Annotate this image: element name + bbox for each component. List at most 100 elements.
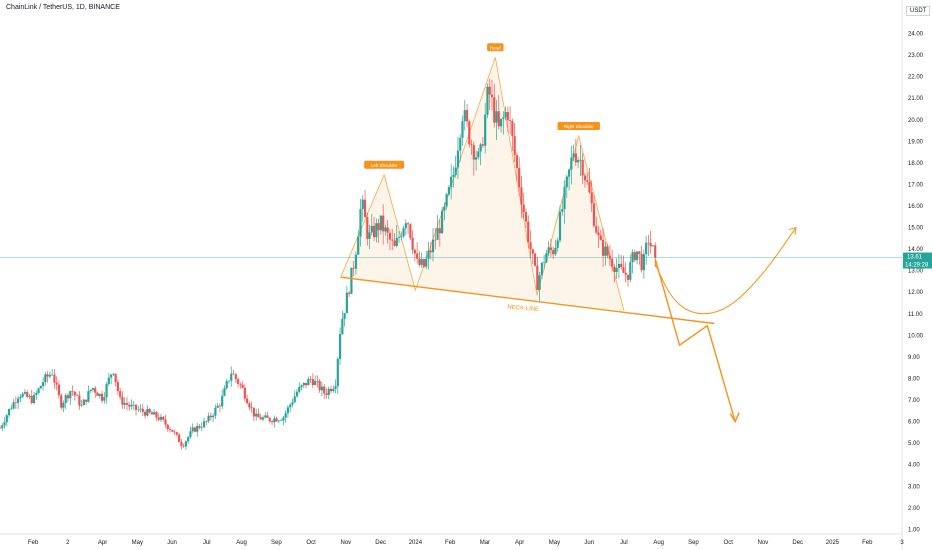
candle-body <box>404 223 407 229</box>
time-tick-label: 3 <box>900 540 904 546</box>
candle-body <box>41 382 45 387</box>
candle-body <box>30 396 33 404</box>
candle-body <box>454 167 457 176</box>
candle-body <box>325 393 328 395</box>
candle-body <box>334 386 337 389</box>
candle-body <box>150 412 153 415</box>
neckline <box>340 276 715 325</box>
candle-body <box>100 393 104 401</box>
candle-body <box>5 415 8 423</box>
candle-body <box>438 228 441 234</box>
candle-body <box>128 404 131 407</box>
candle-body <box>629 262 632 280</box>
time-tick-label: Apr <box>98 540 107 546</box>
candle-body <box>493 97 496 123</box>
time-tick-label: Nov <box>758 540 769 546</box>
candle-body <box>105 384 108 398</box>
time-tick-label: Apr <box>515 540 524 546</box>
candle-body <box>563 187 566 210</box>
candle-body <box>631 252 634 263</box>
candle-body <box>642 254 645 271</box>
candle-body <box>85 399 88 402</box>
candle-body <box>309 378 312 380</box>
candle-body <box>640 253 643 271</box>
candle-body <box>307 378 310 386</box>
time-tick-label: Dec <box>375 540 386 546</box>
candle-body <box>270 421 274 423</box>
price-tick-label: 20.00 <box>908 118 924 124</box>
annotation-label: Right Shoulder <box>564 124 594 129</box>
candle-body <box>112 373 115 375</box>
candle-body <box>225 381 228 389</box>
candle-body <box>241 384 244 388</box>
candle-body <box>520 187 523 205</box>
candle-body <box>286 407 290 414</box>
currency-unit-label[interactable]: USDT <box>906 6 931 16</box>
candle-body <box>198 425 201 428</box>
candle-body <box>119 391 122 397</box>
time-tick-label: 2024 <box>409 540 423 546</box>
candle-body <box>506 112 509 121</box>
candle-body <box>148 409 151 413</box>
candle-body <box>196 425 199 432</box>
price-tick-label: 4.00 <box>908 463 920 469</box>
time-tick-label: Oct <box>306 540 316 546</box>
candle-body <box>443 206 446 211</box>
candle-body <box>282 417 285 421</box>
projection-up-curve <box>654 227 797 315</box>
candle-body <box>425 258 428 267</box>
candle-body <box>645 242 648 255</box>
candle-body <box>427 250 430 259</box>
candle-body <box>123 403 126 405</box>
candle-body <box>472 145 475 160</box>
candle-body <box>409 224 412 238</box>
candle-body <box>223 388 226 396</box>
candle-body <box>592 203 596 226</box>
candle-body <box>343 313 346 319</box>
candle-body <box>121 396 124 405</box>
candle-body <box>549 247 553 251</box>
candle-body <box>475 157 478 160</box>
candle-body <box>386 227 389 233</box>
candle-body <box>17 398 20 403</box>
candle-body <box>556 240 559 248</box>
candle-body <box>518 168 521 188</box>
candle-body <box>218 405 222 407</box>
time-tick-label: Feb <box>445 540 456 546</box>
candle-body <box>348 292 351 294</box>
candle-body <box>57 384 61 396</box>
candle-body <box>14 402 17 403</box>
candle-body <box>567 169 571 177</box>
candle-body <box>397 236 401 238</box>
candle-body <box>107 377 110 385</box>
candle-body <box>155 412 158 418</box>
candle-body <box>440 210 444 234</box>
candle-body <box>638 251 641 254</box>
price-tick-label: 7.00 <box>908 398 920 404</box>
candle-body <box>125 403 129 405</box>
candle-body <box>588 181 591 193</box>
candle-body <box>73 391 76 396</box>
candle-body <box>114 373 117 382</box>
candle-body <box>456 150 460 168</box>
candle-body <box>463 110 466 122</box>
candle-body <box>384 227 387 232</box>
candle-body <box>304 382 308 386</box>
candle-body <box>78 395 81 406</box>
candle-body <box>26 392 29 397</box>
candle-body <box>366 217 369 239</box>
candle-body <box>329 388 333 392</box>
candle-body <box>200 427 203 428</box>
candle-body <box>422 259 426 267</box>
candle-body <box>336 358 339 387</box>
candle-body <box>3 422 6 426</box>
candle-body <box>465 110 469 122</box>
candle-body <box>184 441 188 447</box>
candle-body <box>162 416 165 420</box>
candle-body <box>488 86 491 95</box>
candle-body <box>599 235 602 240</box>
candle-body <box>391 239 394 241</box>
candle-body <box>66 395 70 399</box>
